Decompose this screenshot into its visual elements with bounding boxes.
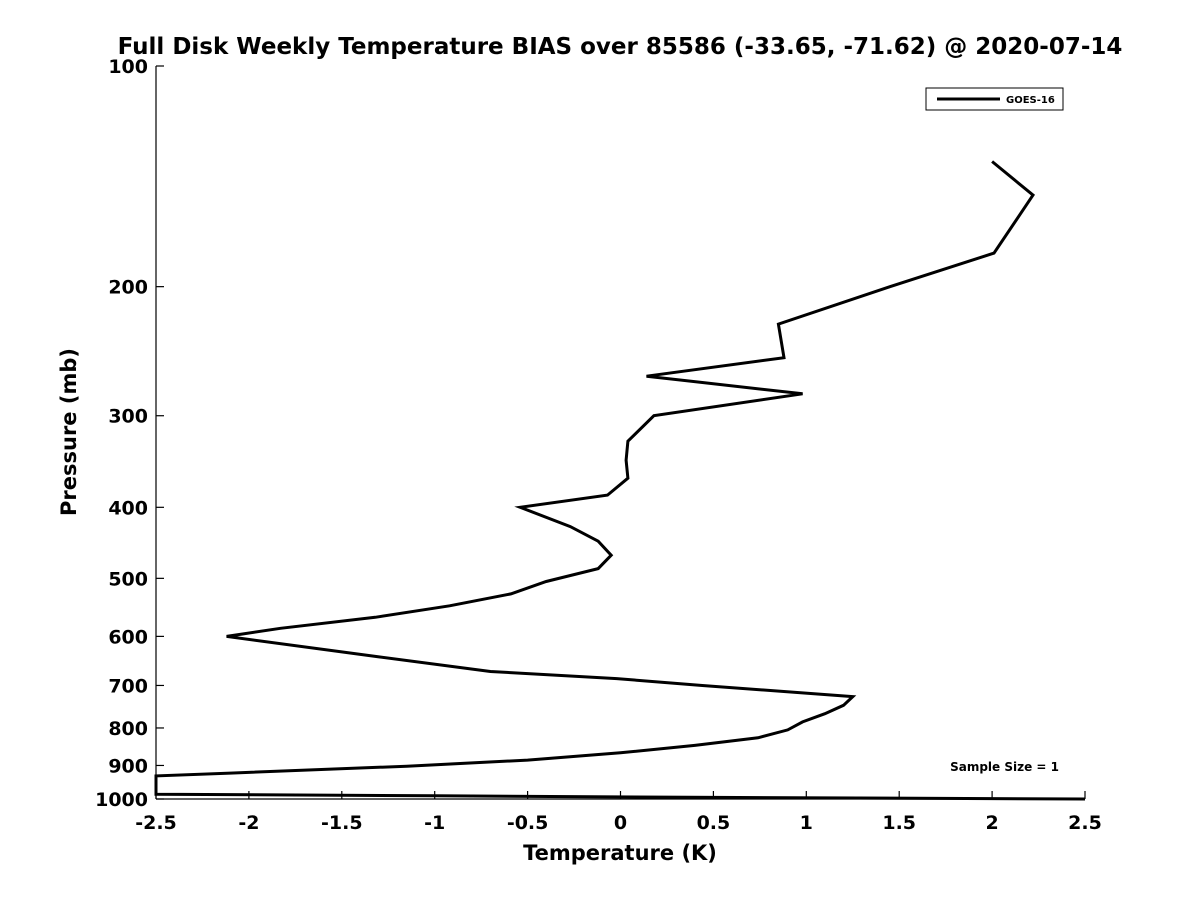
- sample-size-annotation: Sample Size = 1: [950, 760, 1059, 774]
- y-tick-label: 900: [108, 755, 148, 777]
- x-tick-label: -1.5: [321, 812, 363, 834]
- y-tick-label: 100: [108, 56, 148, 78]
- x-axis-ticks: -2.5 -2 -1.5 -1 -0.5 0 0.5 1 1.5 2 2.5: [135, 791, 1102, 834]
- y-tick-label: 800: [108, 718, 148, 740]
- x-axis-label: Temperature (K): [523, 841, 717, 865]
- x-tick-label: 2: [985, 812, 998, 834]
- plot-axes: [155, 66, 1085, 800]
- x-tick-label: 1.5: [882, 812, 916, 834]
- legend: GOES-16: [925, 87, 1064, 111]
- y-tick-label: 500: [108, 568, 148, 590]
- y-tick-label: 700: [108, 675, 148, 697]
- y-tick-label: 400: [108, 497, 148, 519]
- x-tick-label: -2.5: [135, 812, 177, 834]
- series-line-goes-16: [154, 160, 1086, 801]
- x-tick-label: -0.5: [507, 812, 549, 834]
- chart-title: Full Disk Weekly Temperature BIAS over 8…: [118, 34, 1123, 60]
- y-axis-label: Pressure (mb): [57, 348, 81, 516]
- y-tick-label: 300: [108, 406, 148, 428]
- x-tick-label: 0.5: [697, 812, 731, 834]
- x-tick-label: 2.5: [1068, 812, 1102, 834]
- y-tick-label: 1000: [95, 789, 148, 811]
- x-tick-label: -1: [424, 812, 445, 834]
- y-tick-label: 200: [108, 277, 148, 299]
- x-tick-label: -2: [238, 812, 259, 834]
- y-axis-ticks: 100 200 300 400 500 600 700 800 900 1000: [95, 56, 164, 811]
- y-tick-label: 600: [108, 626, 148, 648]
- x-tick-label: 1: [800, 812, 813, 834]
- x-tick-label: 0: [614, 812, 627, 834]
- legend-label-goes-16: GOES-16: [1006, 95, 1055, 106]
